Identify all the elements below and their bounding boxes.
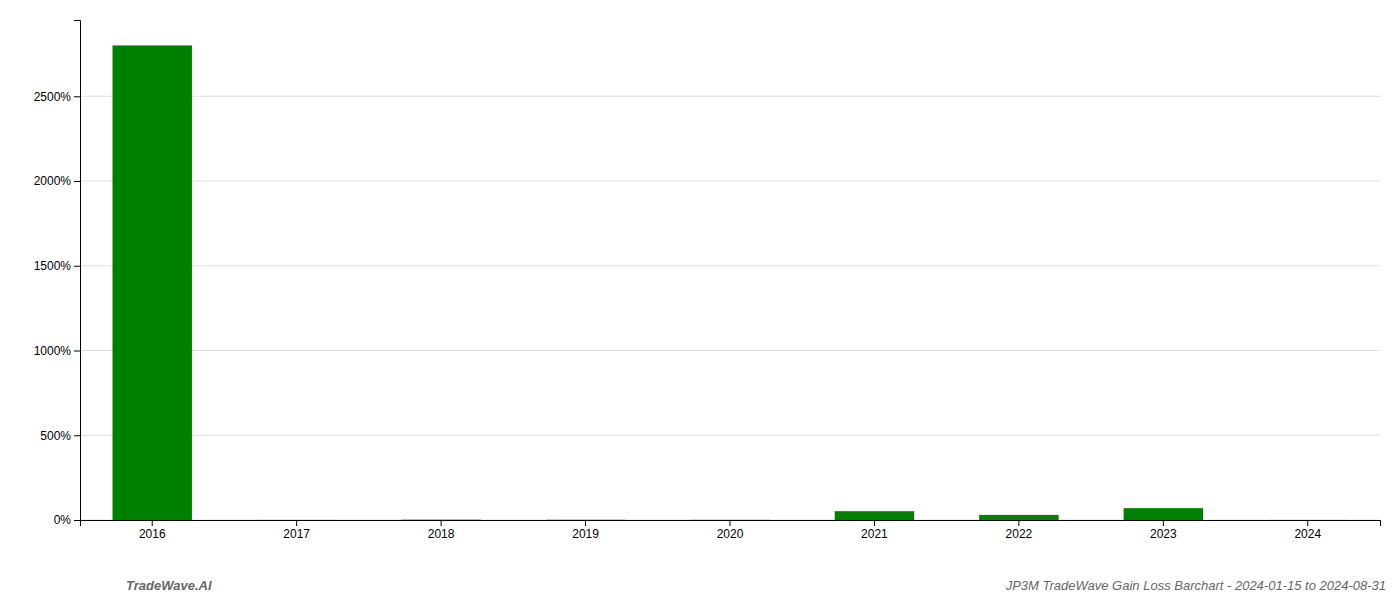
x-tick: 2024 — [1294, 520, 1321, 541]
plot: 0%500%1000%1500%2000%2500%20162017201820… — [34, 21, 1381, 541]
x-tick: 2020 — [717, 520, 744, 541]
grid-line — [80, 435, 1380, 436]
y-tick-label: 2500% — [34, 90, 72, 104]
x-axis: 2016 2017 2018 2019 2020 2021 2022 2023 2024 — [81, 520, 1381, 541]
x-tick-label: 2016 — [139, 527, 166, 541]
y-tick-mark — [74, 266, 80, 267]
x-axis-line — [81, 521, 1381, 527]
bar — [401, 519, 480, 520]
x-tick: 2021 — [861, 520, 888, 541]
x-tick-label: 2018 — [428, 527, 455, 541]
y-tick: 500% — [40, 429, 80, 443]
bar — [1124, 508, 1203, 520]
x-tick-label: 2024 — [1294, 527, 1321, 541]
x-tick-mark — [874, 520, 875, 526]
x-tick-label: 2022 — [1006, 527, 1033, 541]
y-tick-mark — [74, 435, 80, 436]
y-axis: 0% 500% 1000% 1500% 2000% 2500% — [34, 21, 81, 528]
x-tick-label: 2023 — [1150, 527, 1177, 541]
x-tick-mark — [1163, 520, 1164, 526]
grid — [80, 96, 1380, 520]
grid-line — [80, 350, 1380, 351]
y-tick-label: 1000% — [34, 344, 72, 358]
x-tick: 2018 — [428, 520, 455, 541]
bar — [835, 511, 914, 520]
x-tick-mark — [730, 520, 731, 526]
footer-right: JP3M TradeWave Gain Loss Barchart - 2024… — [1005, 578, 1386, 593]
bar — [113, 45, 192, 520]
y-tick-label: 1500% — [34, 259, 72, 273]
x-tick-mark — [152, 520, 153, 526]
x-tick: 2017 — [283, 520, 310, 541]
x-tick-label: 2021 — [861, 527, 888, 541]
grid-line — [80, 181, 1380, 182]
x-tick-label: 2019 — [572, 527, 599, 541]
bar — [546, 519, 625, 520]
y-tick-label: 0% — [54, 513, 72, 527]
bars — [113, 45, 1348, 520]
grid-line — [80, 265, 1380, 266]
x-tick-mark — [1018, 520, 1019, 526]
x-tick: 2019 — [572, 520, 599, 541]
x-tick-mark — [441, 520, 442, 526]
footer-left: TradeWave.AI — [126, 578, 212, 593]
grid-line — [80, 96, 1380, 97]
y-tick: 2500% — [34, 90, 80, 104]
bar — [690, 519, 769, 520]
y-axis-line — [74, 21, 81, 521]
x-tick-label: 2020 — [717, 527, 744, 541]
y-tick: 0% — [54, 513, 80, 527]
y-tick-mark — [74, 351, 80, 352]
y-tick: 2000% — [34, 174, 80, 188]
bar — [979, 515, 1058, 520]
y-tick-mark — [74, 181, 80, 182]
x-tick-mark — [296, 520, 297, 526]
y-tick: 1500% — [34, 259, 80, 273]
x-tick: 2022 — [1006, 520, 1033, 541]
bar — [1268, 519, 1347, 520]
x-tick: 2016 — [139, 520, 166, 541]
y-tick-mark — [74, 96, 80, 97]
x-tick: 2023 — [1150, 520, 1177, 541]
y-tick-mark — [74, 520, 80, 521]
x-tick-label: 2017 — [283, 527, 310, 541]
y-tick-label: 500% — [40, 429, 71, 443]
x-tick-mark — [585, 520, 586, 526]
y-tick-label: 2000% — [34, 174, 72, 188]
chart: 0%500%1000%1500%2000%2500%20162017201820… — [0, 0, 1400, 600]
x-tick-mark — [1307, 520, 1308, 526]
bar — [257, 519, 336, 520]
y-tick: 1000% — [34, 344, 80, 358]
